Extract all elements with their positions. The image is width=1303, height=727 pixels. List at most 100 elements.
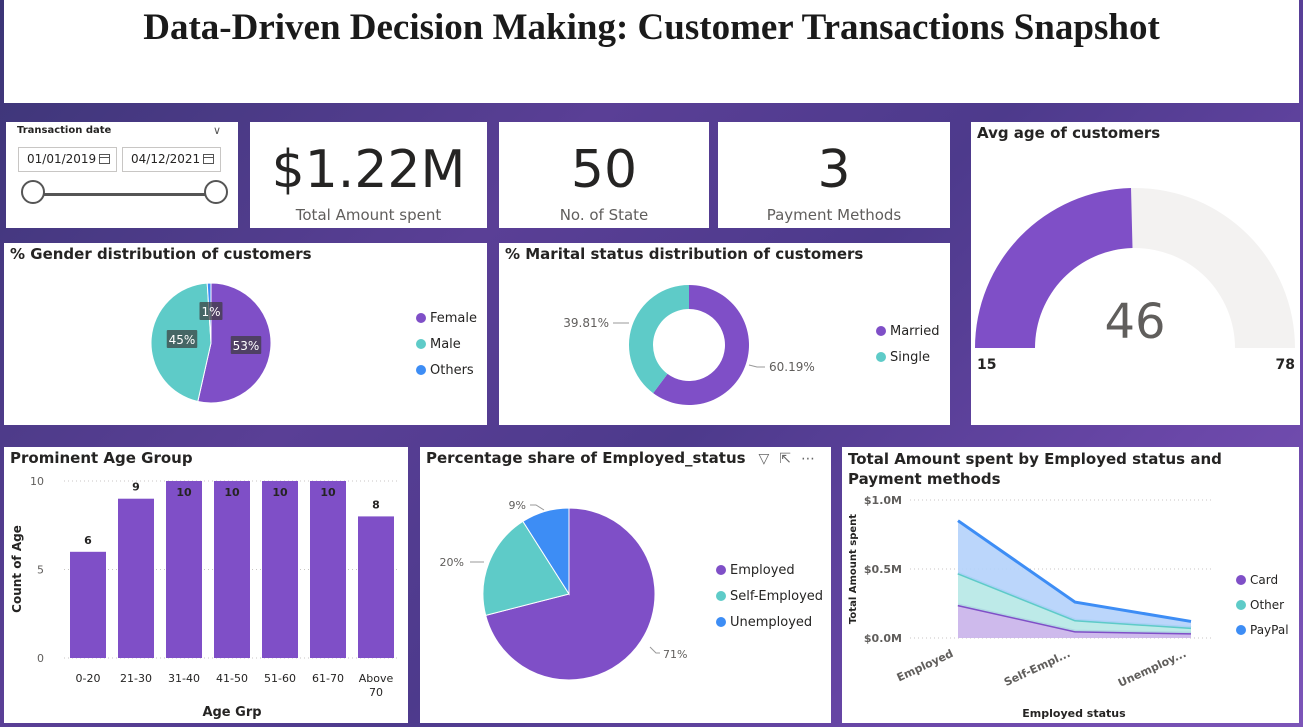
data-label: 10 bbox=[224, 486, 240, 499]
gauge-value: 46 bbox=[1104, 294, 1165, 350]
marital-chart-card: % Marital status distribution of custome… bbox=[499, 243, 950, 425]
kpi-total-amount: $1.22M Total Amount spent bbox=[250, 122, 487, 228]
legend-male[interactable]: Male bbox=[416, 337, 461, 352]
filter-icon[interactable]: ▽ bbox=[758, 451, 780, 467]
legend-marker bbox=[716, 591, 726, 601]
legend-marker bbox=[416, 365, 426, 375]
donut-slice-single bbox=[629, 285, 689, 394]
y-axis-label: Total Amount spent bbox=[848, 514, 859, 624]
x-axis-label: Employed status bbox=[1022, 707, 1126, 720]
data-label-bg bbox=[230, 336, 262, 354]
legend-marker bbox=[416, 339, 426, 349]
x-tick-label: 41-50 bbox=[216, 672, 248, 685]
y-tick-label: 0 bbox=[37, 652, 44, 665]
x-axis-label: Age Grp bbox=[202, 705, 261, 720]
data-label: 39.81% bbox=[563, 316, 609, 330]
legend-marker bbox=[1236, 600, 1246, 610]
kpi-label: Payment Methods bbox=[766, 206, 902, 224]
y-tick-label: $0.0M bbox=[864, 632, 902, 645]
legend-married[interactable]: Married bbox=[876, 324, 940, 339]
avg-age-card: Avg age of customers 46 15 78 bbox=[971, 122, 1300, 425]
amount-chart-card: Total Amount spent by Employed status an… bbox=[842, 447, 1299, 723]
slider-start-handle[interactable] bbox=[21, 180, 45, 204]
data-label: 9% bbox=[509, 499, 526, 512]
data-label: 10 bbox=[320, 486, 336, 499]
start-date-input[interactable]: 01/01/2019 bbox=[18, 147, 117, 172]
line-paypal bbox=[957, 519, 1192, 623]
kpi-value: 3 bbox=[817, 140, 851, 200]
bar-0-20 bbox=[70, 551, 106, 658]
legend-other[interactable]: Other bbox=[1236, 598, 1284, 612]
pie-slice-self-employed bbox=[482, 520, 570, 616]
legend-marker bbox=[416, 313, 426, 323]
title-banner: Data-Driven Decision Making: Customer Tr… bbox=[4, 0, 1299, 103]
date-range-slider[interactable] bbox=[33, 193, 217, 196]
x-tick-label: Unemploy... bbox=[1116, 647, 1188, 690]
calendar-icon[interactable] bbox=[99, 154, 110, 164]
legend-single[interactable]: Single bbox=[876, 350, 930, 365]
chart-title: % Gender distribution of customers bbox=[10, 245, 312, 263]
kpi-label: Total Amount spent bbox=[295, 206, 442, 224]
age-group-chart-card: Prominent Age Group 0 5 10 6 0-20 9 21-30 10 31-… bbox=[4, 447, 408, 723]
gender-pie-chart: 53% 45% 1% bbox=[150, 282, 272, 404]
bar-21-30 bbox=[118, 498, 154, 658]
slider-end-handle[interactable] bbox=[204, 180, 228, 204]
legend-marker bbox=[876, 352, 886, 362]
slicer-label: Transaction date bbox=[17, 125, 112, 136]
bar-above-70 bbox=[358, 516, 394, 658]
legend-label: PayPal bbox=[1250, 623, 1289, 637]
label-leader bbox=[748, 364, 765, 368]
gauge-fill bbox=[975, 188, 1133, 348]
employment-chart-card: Percentage share of Employed_status ▽⇱⋯ … bbox=[420, 447, 831, 723]
age-group-bar-chart: 0 5 10 6 0-20 9 21-30 10 31-40 10 41-50 10 51-60 10 61… bbox=[10, 475, 400, 720]
legend-paypal[interactable]: PayPal bbox=[1236, 623, 1289, 637]
legend-label: Married bbox=[890, 324, 940, 339]
legend-unemployed[interactable]: Unemployed bbox=[716, 615, 812, 630]
data-label: 8 bbox=[372, 498, 380, 511]
legend-employed[interactable]: Employed bbox=[716, 563, 795, 578]
legend-label: Employed bbox=[730, 563, 795, 578]
avg-age-gauge: 46 15 78 bbox=[975, 188, 1295, 373]
more-options-icon[interactable]: ⋯ bbox=[801, 451, 825, 467]
bar-61-70 bbox=[310, 481, 346, 658]
x-tick-label: 31-40 bbox=[168, 672, 200, 685]
legend-label: Card bbox=[1250, 573, 1279, 587]
chart-title: Avg age of customers bbox=[977, 124, 1161, 142]
legend-marker bbox=[1236, 625, 1246, 635]
calendar-icon[interactable] bbox=[203, 154, 214, 164]
page-title: Data-Driven Decision Making: Customer Tr… bbox=[143, 7, 1160, 48]
y-tick-label: $0.5M bbox=[864, 563, 902, 576]
chevron-down-icon[interactable]: ∨ bbox=[213, 124, 222, 137]
chart-title: Total Amount spent by Employed status an… bbox=[848, 450, 1222, 488]
donut-slice-married bbox=[653, 285, 749, 405]
kpi-value: $1.22M bbox=[271, 140, 466, 200]
legend-marker bbox=[876, 326, 886, 336]
legend-marker bbox=[1236, 575, 1246, 585]
focus-mode-icon[interactable]: ⇱ bbox=[779, 451, 801, 467]
legend-card[interactable]: Card bbox=[1236, 573, 1278, 587]
kpi-value: 50 bbox=[570, 140, 638, 200]
x-tick-label: 51-60 bbox=[264, 672, 296, 685]
kpi-label: No. of State bbox=[559, 206, 649, 224]
legend-marker bbox=[716, 617, 726, 627]
legend-self-employed[interactable]: Self-Employed bbox=[716, 589, 823, 604]
pie-slice-unemployed bbox=[522, 507, 570, 596]
end-date-input[interactable]: 04/12/2021 bbox=[122, 147, 221, 172]
area-card bbox=[958, 604, 1191, 638]
pie-slice-employed bbox=[485, 507, 656, 681]
amount-area-chart: $0.0M $0.5M $1.0M Employed Self-Empl... Unemp… bbox=[848, 494, 1214, 720]
legend-label: Self-Employed bbox=[730, 589, 824, 604]
legend-label: Other bbox=[1250, 598, 1285, 612]
legend-female[interactable]: Female bbox=[416, 311, 477, 326]
legend-others[interactable]: Others bbox=[416, 363, 474, 378]
data-label: 71% bbox=[663, 648, 687, 661]
y-tick-label: 5 bbox=[37, 564, 44, 577]
bar-51-60 bbox=[262, 481, 298, 658]
data-label-bg bbox=[199, 302, 223, 320]
gauge-min: 15 bbox=[977, 357, 996, 373]
data-label: 53% bbox=[233, 339, 260, 353]
kpi-states: 50 No. of State bbox=[499, 122, 709, 228]
visual-toolbar: ▽⇱⋯ bbox=[758, 451, 825, 467]
data-label: 10 bbox=[272, 486, 288, 499]
chart-title: % Marital status distribution of custome… bbox=[505, 245, 864, 263]
